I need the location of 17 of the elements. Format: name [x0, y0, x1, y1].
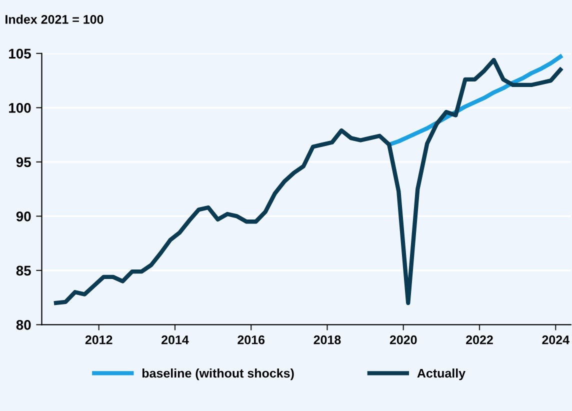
y-tick-label: 95: [16, 157, 31, 168]
y-tick-label: 100: [9, 103, 31, 113]
y-tick-label: 85: [16, 266, 31, 276]
line-series: [54, 58, 562, 306]
x-tick-label: 2024: [542, 335, 570, 344]
x-tick-label: 2016: [238, 335, 265, 344]
legend-label: baseline (without shocks): [142, 368, 294, 380]
x-tick-label: 2012: [85, 335, 112, 344]
y-tick-label: 90: [16, 212, 31, 222]
y-axis-title: Index 2021 = 100: [6, 14, 104, 24]
y-tick-label: 80: [16, 320, 31, 330]
x-tick-label: 2022: [466, 335, 493, 344]
legend-label: Actually: [417, 368, 466, 380]
x-tick-label: 2014: [162, 335, 189, 344]
x-tick-label: 2018: [314, 335, 341, 344]
y-tick-label: 105: [9, 48, 31, 59]
x-tick-label: 2020: [390, 335, 417, 344]
